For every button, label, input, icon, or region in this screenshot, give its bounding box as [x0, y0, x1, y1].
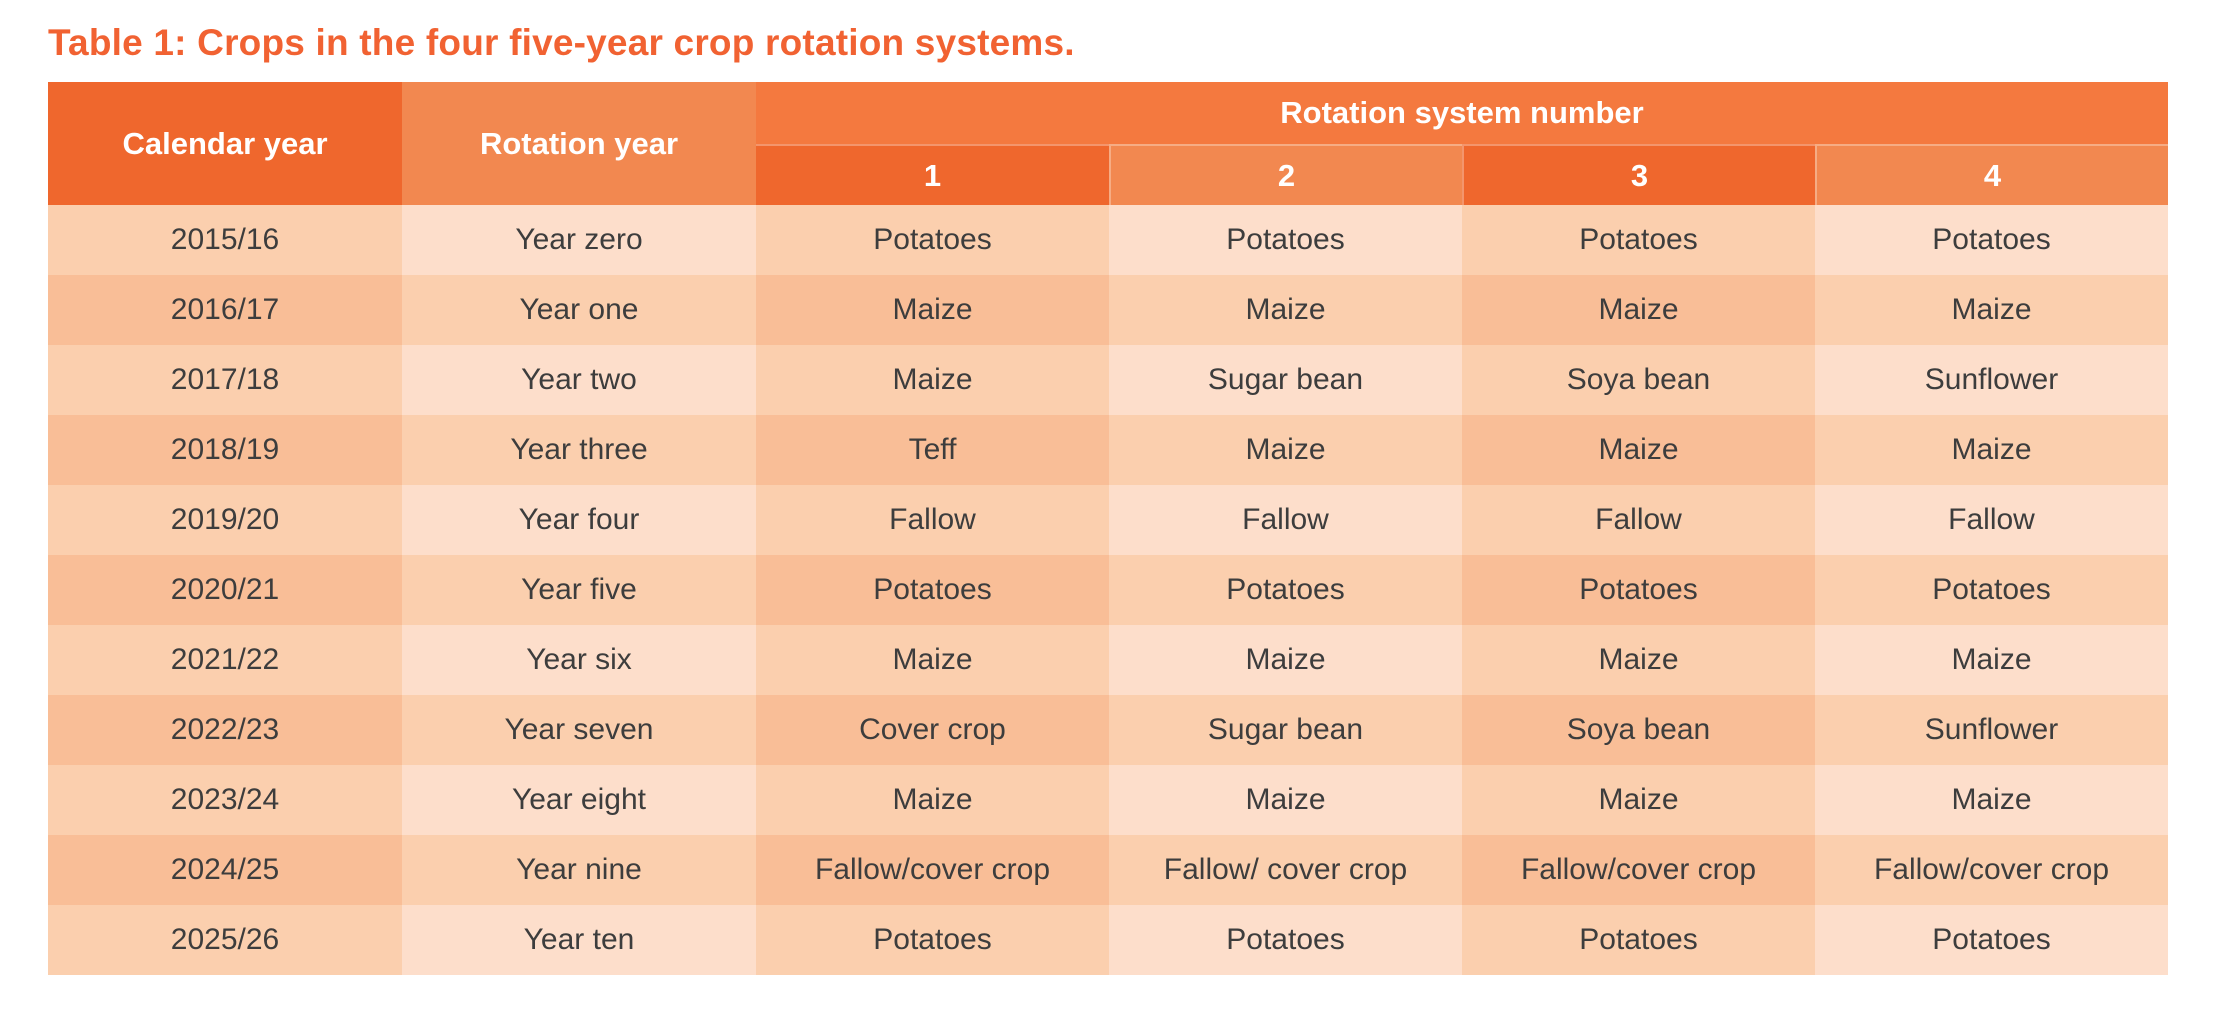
header-calendar-year: Calendar year — [48, 82, 402, 205]
table-body: 2015/16 Year zero Potatoes Potatoes Potatoes… — [48, 205, 2169, 975]
table-row: 2015/16 Year zero Potatoes Potatoes Potatoes… — [48, 205, 2169, 275]
cell-system-1: Maize — [756, 765, 1109, 835]
cell-system-3: Potatoes — [1462, 205, 1815, 275]
cell-system-2: Maize — [1109, 415, 1462, 485]
cell-system-1: Potatoes — [756, 905, 1109, 975]
cell-system-4: Potatoes — [1815, 555, 2169, 625]
cell-system-1: Maize — [756, 275, 1109, 345]
cell-rotation-year: Year ten — [402, 905, 756, 975]
cell-system-1: Maize — [756, 625, 1109, 695]
cell-system-3: Soya bean — [1462, 695, 1815, 765]
header-system-3: 3 — [1462, 144, 1815, 205]
cell-system-4: Fallow — [1815, 485, 2169, 555]
cell-system-2: Potatoes — [1109, 555, 1462, 625]
cell-calendar-year: 2023/24 — [48, 765, 402, 835]
cell-rotation-year: Year four — [402, 485, 756, 555]
cell-system-3: Potatoes — [1462, 905, 1815, 975]
cell-system-2: Maize — [1109, 765, 1462, 835]
cell-calendar-year: 2021/22 — [48, 625, 402, 695]
cell-calendar-year: 2016/17 — [48, 275, 402, 345]
cell-rotation-year: Year nine — [402, 835, 756, 905]
table-row: 2017/18 Year two Maize Sugar bean Soya bean S… — [48, 345, 2169, 415]
document-page: Table 1: Crops in the four five-year cro… — [48, 22, 2169, 975]
cell-system-1: Potatoes — [756, 555, 1109, 625]
cell-system-2: Sugar bean — [1109, 695, 1462, 765]
table-row: 2025/26 Year ten Potatoes Potatoes Potatoes P… — [48, 905, 2169, 975]
cell-system-4: Fallow/cover crop — [1815, 835, 2169, 905]
crop-rotation-table: Calendar year Rotation year Rotation sys… — [48, 82, 2169, 975]
table-row: 2018/19 Year three Teff Maize Maize Maize — [48, 415, 2169, 485]
cell-rotation-year: Year seven — [402, 695, 756, 765]
cell-system-2: Potatoes — [1109, 205, 1462, 275]
cell-system-3: Maize — [1462, 275, 1815, 345]
cell-system-1: Maize — [756, 345, 1109, 415]
cell-calendar-year: 2019/20 — [48, 485, 402, 555]
cell-system-4: Sunflower — [1815, 345, 2169, 415]
cell-system-3: Maize — [1462, 765, 1815, 835]
cell-system-1: Potatoes — [756, 205, 1109, 275]
cell-rotation-year: Year five — [402, 555, 756, 625]
cell-system-4: Sunflower — [1815, 695, 2169, 765]
cell-system-4: Potatoes — [1815, 205, 2169, 275]
cell-calendar-year: 2018/19 — [48, 415, 402, 485]
cell-rotation-year: Year zero — [402, 205, 756, 275]
cell-system-4: Potatoes — [1815, 905, 2169, 975]
cell-system-3: Fallow — [1462, 485, 1815, 555]
cell-rotation-year: Year one — [402, 275, 756, 345]
header-rotation-year: Rotation year — [402, 82, 756, 205]
table-header: Calendar year Rotation year Rotation sys… — [48, 82, 2169, 205]
cell-system-2: Sugar bean — [1109, 345, 1462, 415]
table-row: 2022/23 Year seven Cover crop Sugar bean Soy… — [48, 695, 2169, 765]
cell-rotation-year: Year eight — [402, 765, 756, 835]
header-system-4: 4 — [1815, 144, 2169, 205]
cell-system-3: Soya bean — [1462, 345, 1815, 415]
cell-system-3: Fallow/cover crop — [1462, 835, 1815, 905]
cell-calendar-year: 2024/25 — [48, 835, 402, 905]
cell-rotation-year: Year six — [402, 625, 756, 695]
cell-system-1: Fallow — [756, 485, 1109, 555]
cell-system-4: Maize — [1815, 625, 2169, 695]
cell-calendar-year: 2025/26 — [48, 905, 402, 975]
table-row: 2020/21 Year five Potatoes Potatoes Potatoes… — [48, 555, 2169, 625]
cell-calendar-year: 2017/18 — [48, 345, 402, 415]
cell-calendar-year: 2022/23 — [48, 695, 402, 765]
table-row: 2019/20 Year four Fallow Fallow Fallow Fallow — [48, 485, 2169, 555]
cell-system-2: Fallow/ cover crop — [1109, 835, 1462, 905]
cell-system-2: Fallow — [1109, 485, 1462, 555]
cell-system-1: Teff — [756, 415, 1109, 485]
cell-system-1: Cover crop — [756, 695, 1109, 765]
cell-calendar-year: 2015/16 — [48, 205, 402, 275]
header-system-2: 2 — [1109, 144, 1462, 205]
cell-system-2: Potatoes — [1109, 905, 1462, 975]
cell-system-2: Maize — [1109, 625, 1462, 695]
cell-system-4: Maize — [1815, 275, 2169, 345]
header-system-1: 1 — [756, 144, 1109, 205]
cell-system-3: Maize — [1462, 415, 1815, 485]
cell-rotation-year: Year three — [402, 415, 756, 485]
cell-system-3: Maize — [1462, 625, 1815, 695]
table-row: 2016/17 Year one Maize Maize Maize Maize — [48, 275, 2169, 345]
cell-system-3: Potatoes — [1462, 555, 1815, 625]
cell-system-4: Maize — [1815, 415, 2169, 485]
table-row: 2023/24 Year eight Maize Maize Maize Maize — [48, 765, 2169, 835]
table-row: 2021/22 Year six Maize Maize Maize Maize — [48, 625, 2169, 695]
cell-system-1: Fallow/cover crop — [756, 835, 1109, 905]
table-row: 2024/25 Year nine Fallow/cover crop Fallow/… — [48, 835, 2169, 905]
cell-calendar-year: 2020/21 — [48, 555, 402, 625]
cell-system-2: Maize — [1109, 275, 1462, 345]
table-caption: Table 1: Crops in the four five-year cro… — [48, 22, 1075, 63]
cell-rotation-year: Year two — [402, 345, 756, 415]
cell-system-4: Maize — [1815, 765, 2169, 835]
header-rotation-system-group: Rotation system number — [756, 82, 2169, 144]
